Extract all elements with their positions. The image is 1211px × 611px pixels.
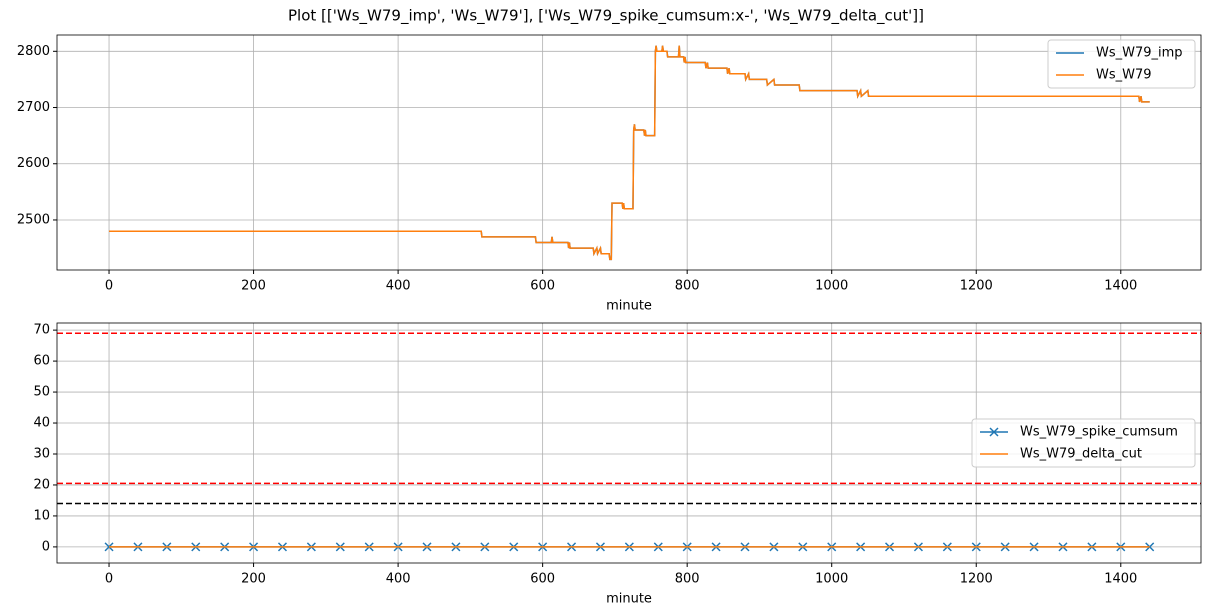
legend-label: Ws_W79_spike_cumsum — [1020, 425, 1178, 440]
legend: Ws_W79_imp Ws_W79 — [1047, 39, 1196, 89]
series-line — [109, 45, 1150, 261]
x-tick-label: 0 — [105, 279, 113, 294]
legend-label: Ws_W79_imp — [1096, 46, 1183, 61]
y-tick-label: 2800 — [17, 44, 50, 59]
legend-frame — [971, 418, 1196, 468]
y-tick-label: 60 — [33, 354, 50, 369]
legend-label: Ws_W79 — [1096, 68, 1152, 83]
x-tick-label: 600 — [530, 279, 555, 294]
x-tick-label: 200 — [241, 572, 266, 587]
y-tick-label: 30 — [33, 446, 50, 461]
x-tick-label: 1000 — [815, 572, 848, 587]
x-tick-label: 400 — [386, 572, 411, 587]
y-tick-label: 40 — [33, 416, 50, 431]
legend: Ws_W79_spike_cumsum Ws_W79_delta_cut — [971, 418, 1196, 468]
x-tick-label: 1200 — [960, 572, 993, 587]
y-tick-label: 50 — [33, 385, 50, 400]
y-tick-label: 2700 — [17, 100, 50, 115]
x-axis-label: minute — [606, 592, 652, 607]
y-tick-label: 2600 — [17, 156, 50, 171]
x-tick-label: 800 — [675, 279, 700, 294]
y-tick-label: 10 — [33, 508, 50, 523]
axes: 0 200 400 600 800 1000 1200 1400 0 10 20 30 40 50 60 70… — [33, 322, 1202, 607]
axes-frame — [56, 34, 1202, 271]
legend-frame — [1047, 39, 1196, 89]
series-line — [109, 45, 1150, 261]
figure-title: Plot [['Ws_W79_imp', 'Ws_W79'], ['Ws_W79… — [288, 7, 924, 26]
marker-x — [989, 427, 999, 437]
y-tick-label: 20 — [33, 477, 50, 492]
y-tick-label: 70 — [33, 323, 50, 338]
x-tick-label: 0 — [105, 572, 113, 587]
x-tick-label: 1400 — [1104, 572, 1137, 587]
x-tick-label: 1200 — [960, 279, 993, 294]
axes: 0 200 400 600 800 1000 1200 1400 2500 2600 2700 280… — [17, 34, 1202, 314]
x-axis-label: minute — [606, 299, 652, 314]
x-tick-label: 200 — [241, 279, 266, 294]
y-tick-label: 2500 — [17, 212, 50, 227]
x-tick-label: 1000 — [815, 279, 848, 294]
legend-label: Ws_W79_delta_cut — [1020, 447, 1142, 462]
x-tick-label: 1400 — [1104, 279, 1137, 294]
x-tick-label: 400 — [386, 279, 411, 294]
x-tick-label: 600 — [530, 572, 555, 587]
axes-frame — [56, 322, 1202, 564]
y-tick-label: 0 — [42, 539, 50, 554]
x-tick-label: 800 — [675, 572, 700, 587]
